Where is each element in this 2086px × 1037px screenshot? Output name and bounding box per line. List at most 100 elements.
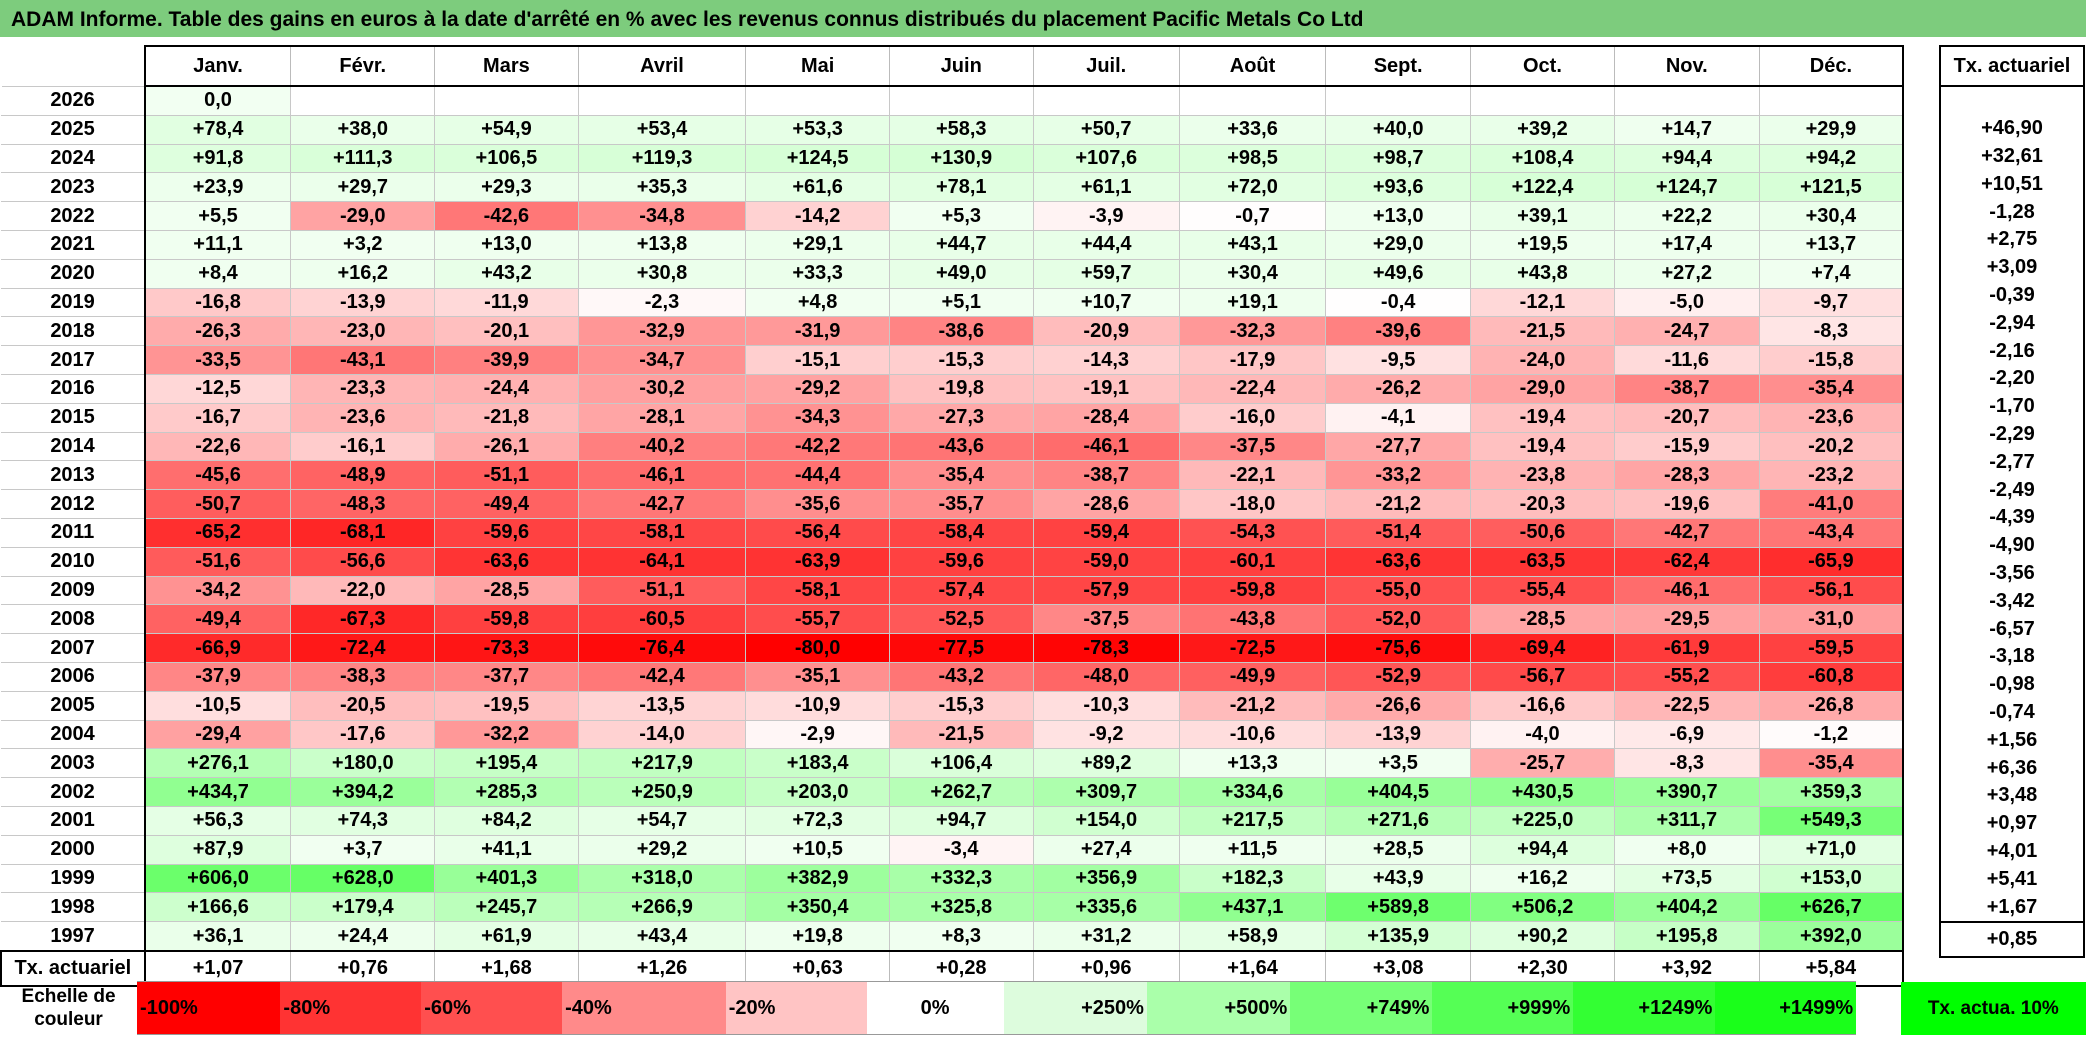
heatmap-cell: -24,4 [434, 373, 579, 404]
heatmap-cell: +30,4 [1758, 201, 1904, 231]
heatmap-cell: -24,7 [1613, 316, 1760, 347]
heatmap-cell: -46,1 [1613, 575, 1760, 606]
rate-header: Tx. actuariel [1939, 45, 2085, 87]
heatmap-cell: +5,3 [888, 201, 1034, 231]
heatmap-cell: -32,3 [1178, 316, 1327, 347]
heatmap-cell: -23,6 [290, 402, 436, 433]
heatmap-cell: -19,8 [888, 373, 1034, 404]
legend-swatch: +250% [1003, 981, 1147, 1035]
month-header: Févr. [290, 45, 436, 87]
table-row: 2004 -29,4 -17,6 -32,2 -14,0 -2,9 -21,5 -9,2 -10… [0, 719, 1904, 750]
heatmap-cell: +59,7 [1032, 258, 1180, 289]
heatmap-cell: +183,4 [745, 748, 890, 779]
month-header: Juil. [1032, 45, 1180, 87]
heatmap-cell: -33,2 [1325, 460, 1472, 491]
heatmap-cell: -19,4 [1470, 431, 1615, 462]
heatmap-cell: +78,1 [888, 172, 1034, 203]
summary-cell: +3,08 [1325, 949, 1472, 987]
heatmap-cell [1758, 85, 1904, 116]
heatmap-cell: +606,0 [144, 863, 292, 894]
rate-row: +2,75 [1939, 225, 2085, 254]
heatmap-cell: +262,7 [888, 777, 1034, 807]
heatmap-cell: +29,9 [1758, 114, 1904, 145]
heatmap-cell: -60,8 [1758, 661, 1904, 692]
page-title: ADAM Informe. Table des gains en euros à… [0, 0, 2086, 37]
heatmap-cell: -2,3 [577, 287, 747, 318]
heatmap-cell: +271,6 [1325, 805, 1472, 836]
year-label: 2021 [0, 229, 146, 260]
heatmap-cell: +250,9 [577, 777, 747, 807]
heatmap-cell: +404,2 [1613, 892, 1760, 923]
heatmap-cell: -48,3 [290, 489, 436, 519]
month-header: Janv. [143, 45, 292, 87]
heatmap-cell: +437,1 [1178, 892, 1327, 923]
heatmap-cell: +5,5 [144, 201, 292, 231]
annual-rate-table: Tx. actuariel +46,90 +32,61 +10,51 -1,28 +2,… [1939, 45, 2085, 958]
rate-row: -6,57 [1939, 615, 2085, 643]
annual-rate-cell: +5,41 [1939, 865, 2085, 894]
table-row: 2023 +23,9 +29,7 +29,3 +35,3 +61,6 +78,1 +61,1 +… [0, 172, 1904, 203]
annual-rate-cell: +10,51 [1939, 170, 2085, 199]
heatmap-cell: +359,3 [1758, 777, 1904, 807]
heatmap-cell: -78,3 [1032, 633, 1180, 663]
rate-row: +10,51 [1939, 170, 2085, 199]
heatmap-cell: +311,7 [1613, 805, 1760, 836]
legend-swatch: -40% [562, 981, 726, 1035]
heatmap-cell: +217,9 [577, 748, 747, 779]
month-header: Juin [888, 45, 1034, 87]
heatmap-cell: +179,4 [290, 892, 436, 923]
heatmap-cell: +54,7 [577, 805, 747, 836]
heatmap-cell: -14,2 [745, 201, 890, 231]
heatmap-cell: -16,6 [1470, 690, 1615, 721]
heatmap-cell: +3,7 [290, 834, 436, 865]
year-label: 2009 [0, 575, 146, 606]
heatmap-cell: +61,9 [434, 921, 579, 952]
heatmap-cell: -58,1 [745, 575, 890, 606]
heatmap-cell: -59,5 [1758, 633, 1904, 663]
year-label: 2016 [0, 373, 146, 404]
heatmap-cell: +285,3 [434, 777, 579, 807]
heatmap-cell: -42,6 [434, 201, 579, 231]
heatmap-cell: +41,1 [434, 834, 579, 865]
heatmap-cell: +94,4 [1470, 834, 1615, 865]
heatmap-cell: +84,2 [434, 805, 579, 836]
heatmap-cell: -69,4 [1470, 633, 1615, 663]
heatmap-cell: -23,8 [1470, 460, 1615, 491]
heatmap-cell: -10,5 [144, 690, 292, 721]
heatmap-cell: -14,3 [1032, 345, 1180, 375]
table-row: 2024 +91,8 +111,3 +106,5 +119,3 +124,5 +130,9 +… [0, 143, 1904, 174]
annual-rate-cell: +2,75 [1939, 225, 2085, 254]
heatmap-cell: -17,9 [1178, 345, 1327, 375]
heatmap-cell: +332,3 [888, 863, 1034, 894]
heatmap-cell: -22,5 [1613, 690, 1760, 721]
heatmap-cell: +180,0 [290, 748, 436, 779]
rate-row: -1,70 [1939, 392, 2085, 421]
legend-swatch: +999% [1432, 981, 1574, 1035]
heatmap-cell: -26,8 [1758, 690, 1904, 721]
heatmap-cell: -19,6 [1613, 489, 1760, 519]
heatmap-cell: -59,6 [888, 546, 1034, 577]
heatmap-cell: -28,6 [1032, 489, 1180, 519]
heatmap-cell: -60,5 [577, 604, 747, 635]
rate-row: +0,97 [1939, 809, 2085, 838]
summary-cell: +0,28 [888, 949, 1034, 987]
heatmap-cell: -0,7 [1178, 201, 1327, 231]
annual-rate-cell: -2,49 [1939, 476, 2085, 504]
heatmap-cell: -50,7 [144, 489, 292, 519]
heatmap-cell: +50,7 [1032, 114, 1180, 145]
heatmap-cell: +154,0 [1032, 805, 1180, 836]
heatmap-cell: -19,4 [1470, 402, 1615, 433]
heatmap-cell: +11,1 [144, 229, 292, 260]
year-label: 2012 [0, 489, 146, 519]
year-label: 2002 [0, 777, 146, 807]
heatmap-cell: -52,5 [888, 604, 1034, 635]
heatmap-cell: -12,5 [144, 373, 292, 404]
heatmap-cell: -23,6 [1758, 402, 1904, 433]
table-row: 1999 +606,0 +628,0 +401,3 +318,0 +382,9 +332,3… [0, 863, 1904, 894]
heatmap-cell: -18,0 [1178, 489, 1327, 519]
heatmap-cell: -32,9 [577, 316, 747, 347]
legend-swatch: +749% [1290, 981, 1433, 1035]
heatmap-cell: +13,0 [434, 229, 579, 260]
year-label: 2026 [0, 85, 146, 116]
heatmap-cell: -56,6 [290, 546, 436, 577]
